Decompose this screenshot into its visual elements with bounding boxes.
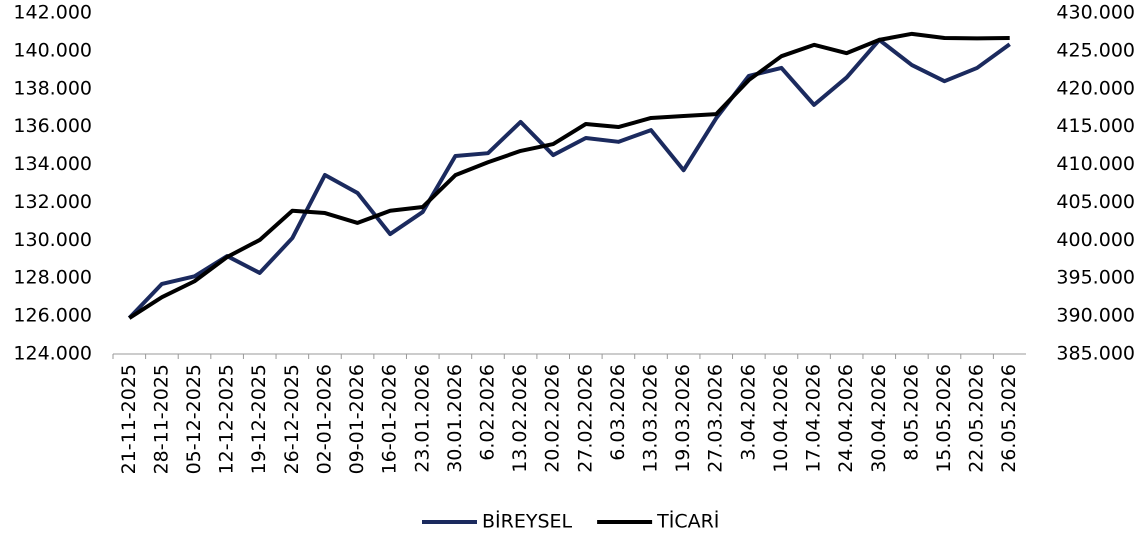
x-tick-label: 23.01.2026 (411, 364, 433, 473)
x-tick-label: 10.04.2026 (770, 364, 792, 473)
y-tick-label: 134.000 (13, 153, 92, 175)
x-tick-label: 8.05.2026 (900, 364, 922, 461)
x-tick-label: 16-01-2026 (379, 364, 401, 474)
x-tick-label: 09-01-2026 (346, 364, 368, 474)
legend-label: TİCARİ (656, 510, 719, 533)
y2-tick-label: 410.000 (1056, 153, 1135, 175)
y2-tick-label: 405.000 (1056, 191, 1135, 213)
x-tick-label: 15.05.2026 (933, 364, 955, 473)
y-tick-label: 136.000 (13, 115, 92, 137)
y2-tick-label: 390.000 (1056, 305, 1135, 327)
x-tick-label: 28-11-2025 (150, 364, 172, 474)
x-tick-label: 19-12-2025 (248, 364, 270, 474)
x-tick-label: 22.05.2026 (966, 364, 988, 473)
x-tick-label: 6.03.2026 (607, 364, 629, 461)
x-tick-label: 30.04.2026 (868, 364, 890, 473)
series-line (128, 31, 1010, 320)
x-tick-label: 05-12-2025 (183, 364, 205, 474)
series-line (127, 37, 1011, 320)
x-tick-label: 27.03.2026 (705, 364, 727, 473)
y2-tick-label: 430.000 (1056, 2, 1135, 24)
x-tick-label: 20.02.2026 (542, 364, 564, 473)
x-tick-label: 30.01.2026 (444, 364, 466, 473)
x-tick-label: 02-01-2026 (313, 364, 335, 474)
x-tick-label: 17.04.2026 (803, 364, 825, 473)
y2-tick-label: 400.000 (1056, 229, 1135, 251)
x-tick-label: 13.03.2026 (640, 364, 662, 473)
x-tick-label: 21-11-2025 (118, 364, 140, 474)
y2-tick-label: 420.000 (1056, 77, 1135, 99)
y-tick-label: 132.000 (13, 191, 92, 213)
y-tick-label: 124.000 (13, 343, 92, 365)
x-tick-label: 6.02.2026 (476, 364, 498, 461)
y-tick-label: 138.000 (13, 77, 92, 99)
x-tick-label: 27.02.2026 (574, 364, 596, 473)
x-tick-label: 19.03.2026 (672, 364, 694, 473)
x-tick-label: 26-12-2025 (281, 364, 303, 474)
x-tick-label: 24.04.2026 (835, 364, 857, 473)
y-tick-label: 126.000 (13, 305, 92, 327)
y-tick-label: 130.000 (13, 229, 92, 251)
y-tick-label: 142.000 (13, 2, 92, 24)
x-tick-label: 3.04.2026 (737, 364, 759, 461)
legend-label: BİREYSEL (482, 510, 573, 533)
y2-tick-label: 425.000 (1056, 39, 1135, 61)
x-tick-label: 12-12-2025 (216, 364, 238, 474)
y2-tick-label: 385.000 (1056, 343, 1135, 365)
y2-tick-label: 395.000 (1056, 267, 1135, 289)
y2-tick-label: 415.000 (1056, 115, 1135, 137)
y-tick-label: 140.000 (13, 39, 92, 61)
x-tick-label: 26.05.2026 (998, 364, 1020, 473)
x-tick-label: 13.02.2026 (509, 364, 531, 473)
y-tick-label: 128.000 (13, 267, 92, 289)
